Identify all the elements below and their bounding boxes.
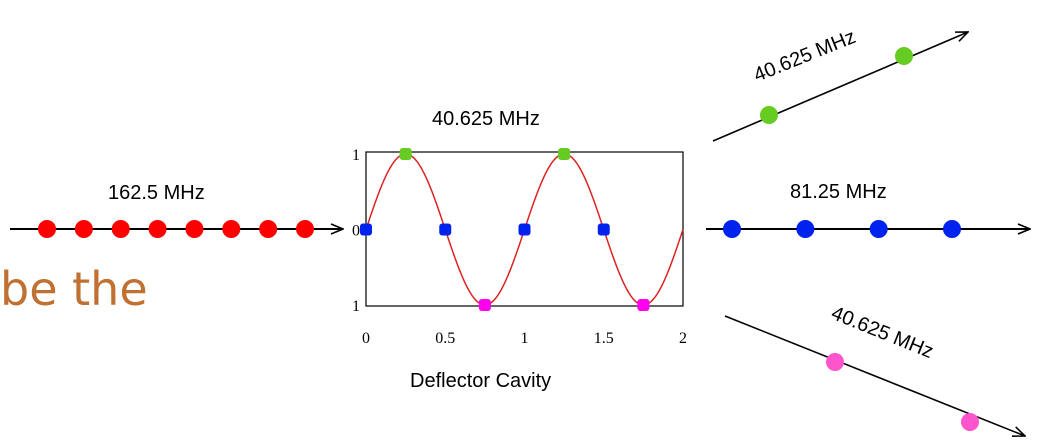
y-tick-label: 1 xyxy=(352,147,360,164)
chart-marker xyxy=(637,299,649,311)
deflector-waveform-chart: 101 0 0.5 1 1.5 2 xyxy=(352,147,687,347)
input-bunch xyxy=(38,220,56,238)
input-bunch xyxy=(75,220,93,238)
input-bunch xyxy=(149,220,167,238)
x-tick-label: 1 xyxy=(521,330,529,347)
middle-frequency-label: 81.25 MHz xyxy=(790,181,887,203)
y-tick-labels: 1 0 1 xyxy=(352,147,360,315)
chart-marker xyxy=(558,148,570,160)
chart-marker xyxy=(598,224,610,236)
slide-fragment-text: be the xyxy=(0,262,148,316)
chart-marker xyxy=(479,299,491,311)
input-bunch xyxy=(296,220,314,238)
middle-bunch xyxy=(723,220,741,238)
input-bunch xyxy=(185,220,203,238)
chart-marker xyxy=(439,224,451,236)
middle-bunch xyxy=(943,220,961,238)
cavity-caption: Deflector Cavity xyxy=(410,370,551,392)
lower-frequency-label: 40.625 MHz xyxy=(828,302,936,363)
y-tick-label: 0 xyxy=(352,223,360,240)
x-tick-label: 0.5 xyxy=(435,330,455,347)
x-tick-label: 2 xyxy=(679,330,687,347)
upper-bunch xyxy=(760,106,778,124)
x-tick-labels: 0 0.5 1 1.5 2 xyxy=(362,330,687,347)
upper-bunch xyxy=(895,47,913,65)
middle-bunch xyxy=(796,220,814,238)
upper-frequency-label: 40.625 MHz xyxy=(751,26,859,87)
lower-bunch xyxy=(961,413,979,431)
chart-marker xyxy=(360,224,372,236)
x-tick-label: 1.5 xyxy=(594,330,614,347)
chart-marker xyxy=(400,148,412,160)
lower-bunch-group xyxy=(826,353,979,431)
input-bunch xyxy=(222,220,240,238)
input-frequency-label: 162.5 MHz xyxy=(108,182,205,204)
x-tick-label: 0 xyxy=(362,330,370,347)
cavity-frequency-label: 40.625 MHz xyxy=(432,108,540,130)
chart-marker xyxy=(519,224,531,236)
lower-bunch xyxy=(826,353,844,371)
input-bunch xyxy=(259,220,277,238)
y-tick-label: 1 xyxy=(352,298,360,315)
input-bunch xyxy=(112,220,130,238)
middle-bunch xyxy=(870,220,888,238)
